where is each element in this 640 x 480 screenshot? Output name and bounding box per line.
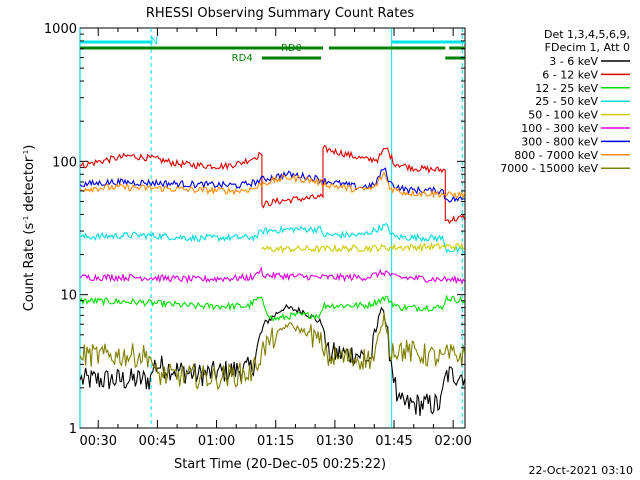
flag-label-rd4: RD4 <box>232 53 253 64</box>
series-line-50-100-kev <box>261 241 465 254</box>
plot-frame <box>79 27 466 429</box>
legend-label: 50 - 100 keV <box>528 109 598 122</box>
y-tick-label: 100 <box>52 155 77 170</box>
x-tick-label: 01:00 <box>198 434 235 449</box>
axes-layer: 1 10 100 1000 00:30 00:45 01:00 01:15 01:30 01:45… <box>44 22 472 449</box>
x-tick-label: 01:45 <box>375 434 412 449</box>
series-line-6-12-kev <box>79 145 466 225</box>
legend-label: 7000 - 15000 keV <box>500 162 598 175</box>
legend-label: 300 - 800 keV <box>521 135 598 148</box>
series-line-100-300-kev <box>79 266 466 285</box>
legend-label: 100 - 300 keV <box>521 122 598 135</box>
x-tick-label: 00:30 <box>80 434 117 449</box>
legend-label: 12 - 25 keV <box>535 82 598 95</box>
y-tick-label: 1 <box>69 422 77 437</box>
series-line-12-25-kev <box>79 294 465 323</box>
y-tick-label: 1000 <box>44 22 77 37</box>
flag-label-n: N <box>151 36 158 47</box>
plot-area <box>79 27 466 429</box>
x-axis-label: Start Time (20-Dec-05 00:25:22) <box>174 457 386 472</box>
y-axis-label: Count Rate (s-1 detector-1) <box>22 145 37 312</box>
series-line-300-800-kev <box>79 167 465 203</box>
x-tick-label: 01:30 <box>316 434 353 449</box>
flag-label-rd0: RD0 <box>281 43 302 54</box>
generated-timestamp: 22-Oct-2021 03:10 <box>529 464 633 477</box>
legend-header-line-1: Det 1,3,4,5,6,9, <box>544 28 630 41</box>
y-tick-label: 10 <box>60 289 77 304</box>
legend-label: 3 - 6 keV <box>549 55 598 68</box>
series-line-800-7000-kev <box>79 171 466 200</box>
x-tick-label: 00:45 <box>139 434 176 449</box>
x-tick-label: 02:00 <box>434 434 471 449</box>
series-line-7000-15000-kev <box>79 312 466 391</box>
chart-title: RHESSI Observing Summary Count Rates <box>146 6 415 21</box>
legend-header-line-2: FDecim 1, Att 0 <box>545 41 630 54</box>
series-line-3-6-kev <box>79 303 466 416</box>
legend-label: 25 - 50 keV <box>535 95 598 108</box>
series-line-25-50-kev <box>79 222 465 254</box>
x-tick-label: 01:15 <box>257 434 294 449</box>
flags-layer: N RD0 RD4 <box>79 28 465 428</box>
legend-label: 800 - 7000 keV <box>514 149 598 162</box>
legend: Det 1,3,4,5,6,9, FDecim 1, Att 0 3 - 6 k… <box>500 28 630 175</box>
series-layer <box>79 145 466 416</box>
legend-label: 6 - 12 keV <box>542 68 598 81</box>
